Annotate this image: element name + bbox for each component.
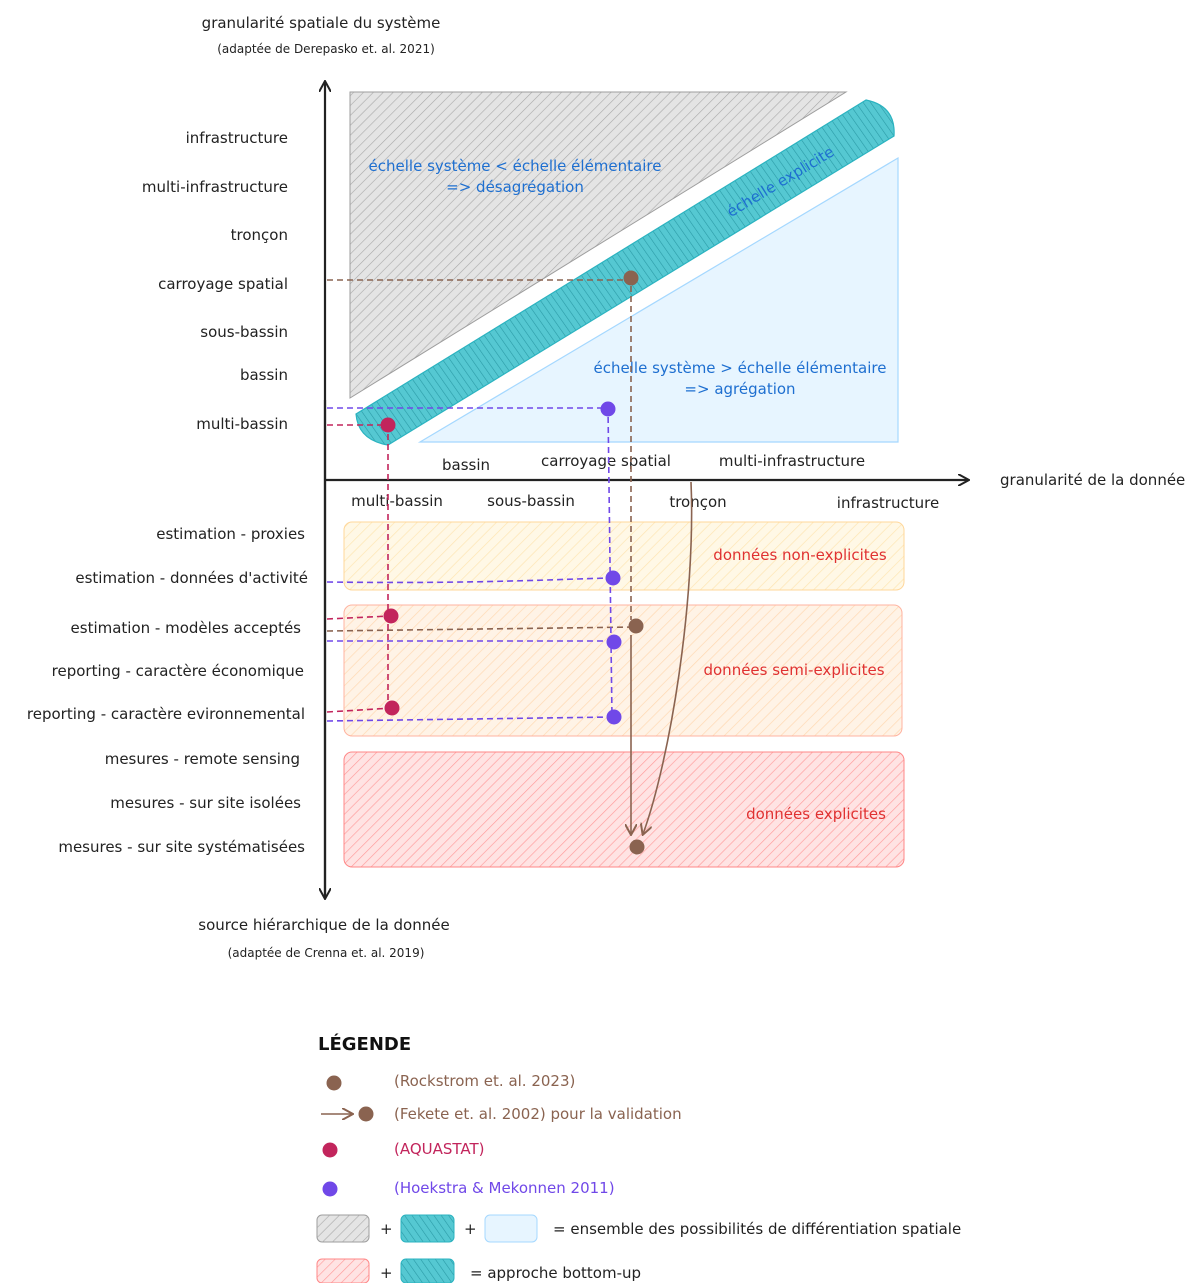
legend-plus-3: + xyxy=(380,1264,393,1282)
level-bassin: bassin xyxy=(240,366,288,384)
semi-explicit-caption: données semi-explicites xyxy=(703,661,884,679)
legend-hoekstra-dot xyxy=(322,1181,338,1197)
source-estimation-modeles: estimation - modèles acceptés xyxy=(71,619,302,637)
legend-swatch-teal-2 xyxy=(400,1258,455,1283)
source-mesures-systematisees: mesures - sur site systématisées xyxy=(58,838,305,856)
rockstrom-point-modeles xyxy=(628,618,644,634)
x-tick-bassin: bassin xyxy=(442,456,490,474)
level-infrastructure: infrastructure xyxy=(186,129,288,147)
rockstrom-point-mesures xyxy=(629,839,645,855)
legend-title: LÉGENDE xyxy=(318,1033,411,1055)
disaggregation-caption-2: => désagrégation xyxy=(446,178,584,196)
non-explicit-caption: données non-explicites xyxy=(713,546,887,564)
hoekstra-connector-env xyxy=(326,716,614,722)
legend-hoekstra: (Hoekstra & Mekonnen 2011) xyxy=(394,1179,615,1197)
level-sous-bassin: sous-bassin xyxy=(200,323,288,341)
legend-fekete-dot xyxy=(358,1106,374,1122)
aggregation-caption-1: échelle système > échelle élémentaire xyxy=(594,359,887,377)
hoekstra-point-top xyxy=(600,401,616,417)
hoekstra-point-activite xyxy=(605,570,621,586)
legend-rockstrom: (Rockstrom et. al. 2023) xyxy=(394,1072,575,1090)
x-tick-multi-infrastructure: multi-infrastructure xyxy=(719,452,865,470)
explicit-scale-band xyxy=(355,99,895,446)
source-reporting-environnemental: reporting - caractère evironnemental xyxy=(27,705,305,723)
fekete-arrow xyxy=(643,481,693,834)
disaggregation-zone xyxy=(349,91,848,399)
source-mesures-remote: mesures - remote sensing xyxy=(105,750,300,768)
aggregation-caption-2: => agrégation xyxy=(684,380,795,398)
semi-explicit-zone xyxy=(343,604,903,737)
explicit-zone xyxy=(343,751,905,868)
aquastat-point-top xyxy=(380,417,396,433)
aquastat-connector-low xyxy=(326,707,393,713)
explicit-caption: données explicites xyxy=(746,805,886,823)
x-tick-infrastructure: infrastructure xyxy=(837,494,939,512)
legend-swatch-lightblue xyxy=(484,1214,538,1243)
aggregation-zone xyxy=(417,156,899,443)
legend-plus-1: + xyxy=(380,1220,393,1238)
x-tick-multi-bassin: multi-bassin xyxy=(351,492,443,510)
legend-bottomup-label: = approche bottom-up xyxy=(470,1264,641,1282)
level-troncon: tronçon xyxy=(231,226,288,244)
source-estimation-activite: estimation - données d'activité xyxy=(75,569,308,587)
aquastat-connector-mid xyxy=(326,615,391,620)
non-explicit-zone xyxy=(343,521,905,591)
hoekstra-connector-activite xyxy=(326,577,613,584)
legend-rockstrom-dot xyxy=(326,1075,342,1091)
source-mesures-isolees: mesures - sur site isolées xyxy=(110,794,301,812)
rockstrom-point-top xyxy=(623,270,639,286)
legend-aquastat-dot xyxy=(322,1142,338,1158)
x-tick-sous-bassin: sous-bassin xyxy=(487,492,575,510)
x-tick-carroyage-spatial: carroyage spatial xyxy=(541,452,671,470)
top-axis-title: granularité spatiale du système xyxy=(202,14,441,32)
disaggregation-caption-1: échelle système < échelle élémentaire xyxy=(369,157,662,175)
legend-swatch-gray xyxy=(316,1214,370,1243)
bottom-axis-subtitle: (adaptée de Crenna et. al. 2019) xyxy=(228,946,425,960)
legend-swatch-teal xyxy=(400,1214,455,1243)
legend-fekete: (Fekete et. al. 2002) pour la validation xyxy=(394,1105,682,1123)
aquastat-point-modeles xyxy=(383,608,399,624)
aquastat-point-env xyxy=(384,700,400,716)
x-tick-troncon: tronçon xyxy=(669,493,726,511)
hoekstra-point-env xyxy=(606,709,622,725)
legend-plus-2: + xyxy=(464,1220,477,1238)
legend-aquastat: (AQUASTAT) xyxy=(394,1140,485,1158)
level-carroyage-spatial: carroyage spatial xyxy=(158,275,288,293)
bottom-axis-title: source hiérarchique de la donnée xyxy=(198,916,449,934)
level-multi-infrastructure: multi-infrastructure xyxy=(142,178,288,196)
legend-spatial-label: = ensemble des possibilités de différent… xyxy=(553,1220,961,1238)
x-axis-title: granularité de la donnée xyxy=(1000,471,1185,489)
top-axis-subtitle: (adaptée de Derepasko et. al. 2021) xyxy=(217,42,435,56)
legend-swatch-red xyxy=(316,1258,370,1283)
level-multi-bassin: multi-bassin xyxy=(196,415,288,433)
source-reporting-economique: reporting - caractère économique xyxy=(52,662,304,680)
rockstrom-connector-mid xyxy=(326,626,637,632)
hoekstra-point-modeles xyxy=(606,634,622,650)
source-estimation-proxies: estimation - proxies xyxy=(156,525,305,543)
